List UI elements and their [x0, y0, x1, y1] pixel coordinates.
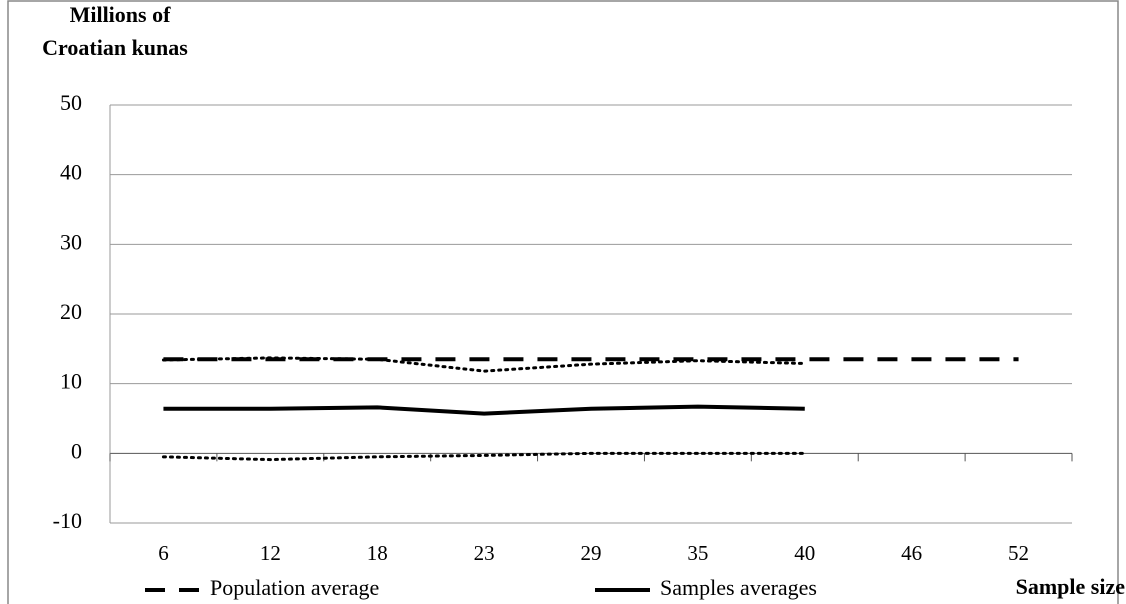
x-tick-label: 6	[158, 541, 169, 565]
x-tick-label: 29	[581, 541, 602, 565]
y-tick-label: 40	[60, 160, 82, 185]
y-tick-label: 0	[71, 438, 82, 463]
y-tick-label: 10	[60, 369, 82, 394]
y-tick-label: 50	[60, 90, 82, 115]
legend-label: Samples averages	[660, 575, 817, 600]
x-tick-label: 12	[260, 541, 281, 565]
x-tick-label: 46	[901, 541, 922, 565]
legend-label: Population average	[210, 575, 379, 600]
y-axis-title: Croatian kunas	[42, 35, 188, 60]
x-tick-label: 23	[474, 541, 495, 565]
y-axis-title: Millions of	[70, 2, 172, 27]
x-tick-label: 40	[794, 541, 815, 565]
x-tick-label: 35	[687, 541, 708, 565]
chart-border	[7, 0, 1119, 604]
y-tick-label: -10	[53, 508, 82, 533]
line-series	[161, 451, 807, 462]
y-tick-label: 20	[60, 299, 82, 324]
x-tick-label: 18	[367, 541, 388, 565]
line-series	[163, 404, 805, 416]
y-tick-label: 30	[60, 229, 82, 254]
line-series	[161, 356, 807, 373]
x-axis-title: Sample size	[1016, 574, 1126, 599]
x-tick-label: 52	[1008, 541, 1029, 565]
